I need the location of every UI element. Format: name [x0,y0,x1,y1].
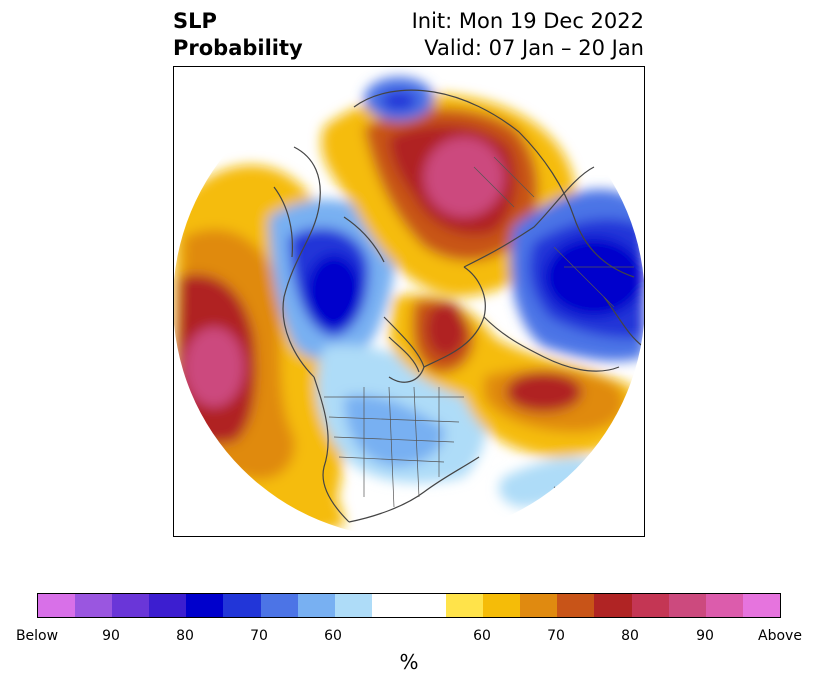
colorbar-segment [75,594,113,617]
colorbar-tick-labels: Below 90 80 70 60 60 70 80 90 Above [0,628,819,646]
colorbar-segment [742,594,780,617]
colorbar-tick-label: 90 [696,628,714,644]
colorbar-segment [149,594,187,617]
colorbar-segment [223,594,261,617]
polar-map [173,66,645,537]
borders [324,156,634,508]
colorbar [37,593,781,618]
anomaly-wna-core [306,254,362,330]
colorbar-segment [112,594,150,617]
colorbar-units: % [399,650,419,674]
map-svg [174,67,644,536]
colorbar-segment [557,594,595,617]
anomaly-se-below [499,457,594,507]
colorbar-tick-label: Below [15,628,59,644]
colorbar-segment [38,594,76,617]
coastlines [273,89,644,523]
colorbar-segment [631,594,669,617]
colorbar-segment [668,594,706,617]
anomaly-na-below-2 [344,394,445,467]
colorbar-segment [594,594,632,617]
init-date: Init: Mon 19 Dec 2022 [411,9,644,33]
colorbar-tick-label: 60 [324,628,342,644]
colorbar-segment [297,594,335,617]
colorbar-tick-label: 80 [621,628,639,644]
anomaly-atlantic-core [426,301,466,357]
anomaly-greenland-core [381,91,417,111]
anomaly-eurasia-core [544,237,644,317]
colorbar-segment [483,594,521,617]
colorbar-tick-label: 70 [547,628,565,644]
title-line-2: Probability [173,36,303,60]
colorbar-segment [371,594,447,617]
colorbar-segment [334,594,372,617]
colorbar-segment [520,594,558,617]
colorbar-tick-label: 60 [473,628,491,644]
colorbar-segment [446,594,484,617]
colorbar-tick-label: 70 [250,628,268,644]
colorbar-tick-label: 80 [176,628,194,644]
colorbar-tick-label: Above [758,628,802,644]
probability-field [174,67,644,536]
anomaly-arctic-core [424,137,504,217]
map-title: SLP Probability [173,8,303,62]
date-block: Init: Mon 19 Dec 2022 Valid: 07 Jan – 20… [412,8,644,62]
colorbar-segment [260,594,298,617]
valid-range: Valid: 07 Jan – 20 Jan [424,36,644,60]
colorbar-segment [705,594,743,617]
colorbar-tick-label: 90 [102,628,120,644]
colorbar-segment [186,594,224,617]
anomaly-europe-core [506,372,582,412]
title-line-1: SLP [173,9,217,33]
anomaly-pacific-core [184,327,244,407]
